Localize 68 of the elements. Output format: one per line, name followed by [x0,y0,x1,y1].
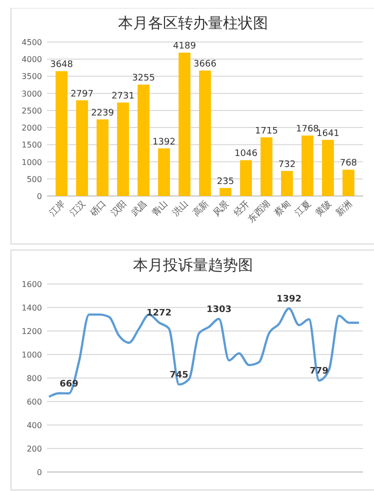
y-tick-label: 0 [36,468,42,477]
bar [281,170,293,196]
data-label: 1303 [206,304,232,315]
bar [302,135,314,196]
x-tick-label: 蔡甸 [272,198,294,219]
y-tick-label: 1600 [22,280,42,289]
data-label: 1641 [316,128,340,139]
y-tick-label: 500 [26,174,42,184]
bar [117,102,129,196]
bar [199,70,211,196]
data-label: 3255 [132,74,155,84]
data-label: 2731 [112,92,134,102]
bar [158,148,170,196]
data-label: 732 [278,160,296,170]
x-tick-label: 江夏 [293,198,314,219]
chart-title: 本月投诉量趋势图 [133,256,253,274]
x-tick-label: 黄陂 [314,198,334,219]
bar [96,119,108,196]
x-tick-label: 武昌 [129,198,150,219]
data-label: 1392 [152,137,176,148]
y-tick-label: 2000 [22,124,42,133]
y-tick-label: 4500 [22,38,42,47]
y-tick-label: 400 [26,421,42,430]
bar [322,140,334,196]
bar [76,100,88,196]
bar [138,84,150,196]
bar [240,160,252,196]
x-tick-label: 风景 [211,198,232,219]
bar [260,137,272,196]
y-tick-label: 1000 [22,350,42,360]
y-tick-label: 0 [36,192,42,201]
bar [220,188,232,196]
data-label: 2239 [91,108,114,118]
data-label: 1272 [146,308,172,319]
y-tick-label: 1000 [22,158,42,167]
y-tick-label: 1400 [22,304,42,312]
y-tick-label: 3500 [22,72,42,82]
bar [56,71,68,196]
bar [178,52,190,196]
data-label: 3666 [194,60,217,70]
y-tick-label: 600 [26,398,42,406]
data-label: 1046 [234,149,258,160]
data-label: 2797 [70,89,94,100]
data-label: 3648 [50,60,74,70]
data-label: 1392 [276,294,302,304]
x-tick-label: 汉阳 [108,198,130,219]
y-tick-label: 200 [26,444,42,454]
x-tick-label: 青山 [150,198,170,219]
x-tick-label: 洪山 [170,198,191,219]
data-label: 1715 [255,126,278,136]
x-tick-label: 新洲 [334,198,355,219]
x-tick-label: 江汉 [68,198,88,219]
y-tick-label: 1200 [22,327,42,336]
y-tick-label: 2500 [22,106,42,116]
y-tick-label: 4000 [22,55,42,64]
data-label: 1768 [296,124,320,134]
x-tick-label: 江岸 [47,198,68,219]
data-label: 4189 [173,42,196,52]
chart-title: 本月各区转办量柱状图 [118,14,268,32]
y-tick-label: 3000 [22,89,42,98]
bar [342,170,354,196]
line-series [48,307,360,398]
x-tick-label: 高新 [190,198,212,219]
data-label: 768 [340,158,358,169]
x-tick-label: 硚口 [87,198,109,220]
data-label: 235 [216,176,234,187]
y-tick-label: 1500 [22,140,42,150]
y-tick-label: 800 [26,374,42,383]
